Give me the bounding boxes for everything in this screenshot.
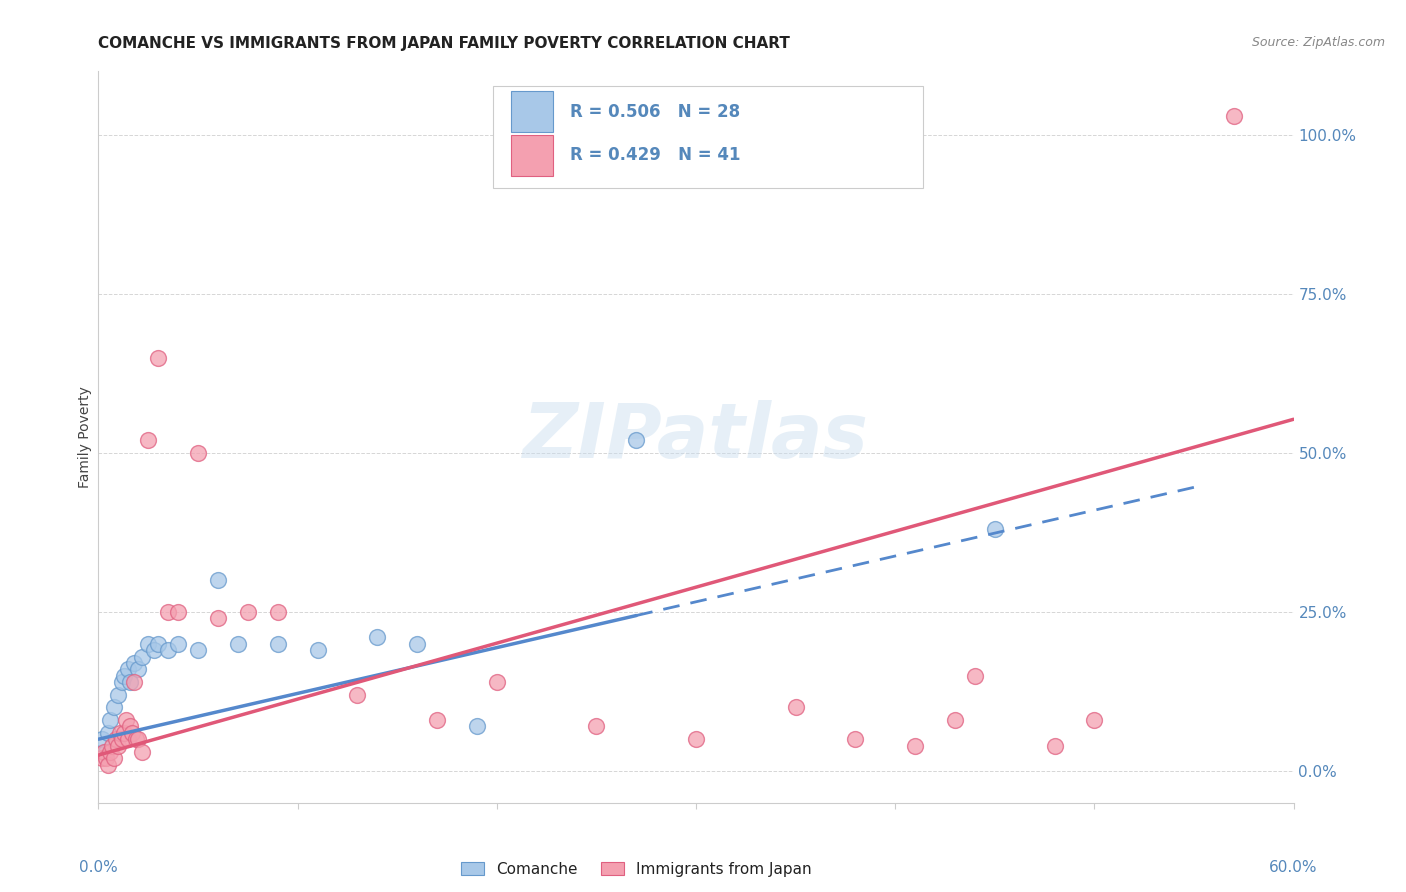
Point (346, 688, 368, 702)
Text: COMANCHE VS IMMIGRANTS FROM JAPAN FAMILY POVERTY CORRELATION CHART: COMANCHE VS IMMIGRANTS FROM JAPAN FAMILY… (98, 36, 790, 51)
Point (112, 668, 135, 682)
Text: ZIPatlas: ZIPatlas (523, 401, 869, 474)
Point (167, 637, 190, 651)
Point (157, 643, 180, 657)
Point (984, 522, 1007, 536)
Text: Source: ZipAtlas.com: Source: ZipAtlas.com (1251, 36, 1385, 49)
Legend: Comanche, Immigrants from Japan: Comanche, Immigrants from Japan (456, 855, 817, 883)
Point (103, 700, 125, 714)
Point (96, 751, 118, 765)
Point (307, 643, 329, 657)
Point (117, 662, 139, 676)
Point (685, 732, 707, 747)
Point (115, 713, 138, 727)
Point (110, 726, 132, 740)
Point (167, 605, 190, 619)
Point (626, 434, 648, 448)
Point (943, 713, 966, 727)
Point (236, 605, 259, 619)
Point (93, 745, 115, 759)
Point (124, 675, 146, 690)
Point (117, 732, 139, 747)
Point (105, 732, 128, 747)
Point (111, 675, 134, 690)
Point (131, 649, 153, 664)
Point (125, 732, 148, 747)
Point (187, 643, 209, 657)
Point (366, 631, 388, 645)
Point (91, 732, 114, 747)
Point (148, 351, 170, 365)
Point (124, 656, 146, 670)
Text: 60.0%: 60.0% (1270, 860, 1317, 875)
Point (127, 732, 149, 747)
Point (426, 713, 449, 727)
Point (131, 745, 153, 759)
Point (107, 688, 129, 702)
Point (143, 643, 166, 657)
Point (485, 675, 508, 690)
Point (97, 726, 120, 740)
Point (465, 719, 488, 733)
Point (585, 719, 607, 733)
Point (120, 675, 142, 690)
Point (127, 662, 149, 676)
Point (785, 700, 807, 714)
Point (267, 637, 290, 651)
Point (107, 739, 129, 753)
Text: R = 0.506   N = 28: R = 0.506 N = 28 (571, 103, 741, 120)
Point (406, 637, 429, 651)
Point (267, 605, 290, 619)
Point (97, 757, 120, 772)
Point (844, 732, 866, 747)
Point (136, 637, 159, 651)
Point (207, 573, 229, 587)
Point (1043, 739, 1066, 753)
Point (1083, 713, 1105, 727)
Point (157, 605, 180, 619)
Point (226, 637, 249, 651)
Point (1223, 109, 1246, 123)
Point (103, 751, 125, 765)
Point (112, 726, 135, 740)
Y-axis label: Family Poverty: Family Poverty (79, 386, 93, 488)
Bar (510, 136, 553, 176)
FancyBboxPatch shape (494, 86, 922, 188)
Text: R = 0.429   N = 41: R = 0.429 N = 41 (571, 146, 741, 164)
Point (91, 751, 114, 765)
Point (96, 745, 118, 759)
Point (148, 637, 170, 651)
Point (101, 739, 124, 753)
Point (136, 434, 159, 448)
Point (98, 713, 122, 727)
Point (207, 611, 229, 625)
Text: 0.0%: 0.0% (79, 860, 118, 875)
Point (98, 745, 122, 759)
Bar (510, 92, 553, 132)
Point (187, 446, 209, 460)
Point (120, 719, 142, 733)
Point (963, 668, 986, 682)
Point (121, 726, 143, 740)
Point (111, 732, 134, 747)
Point (904, 739, 927, 753)
